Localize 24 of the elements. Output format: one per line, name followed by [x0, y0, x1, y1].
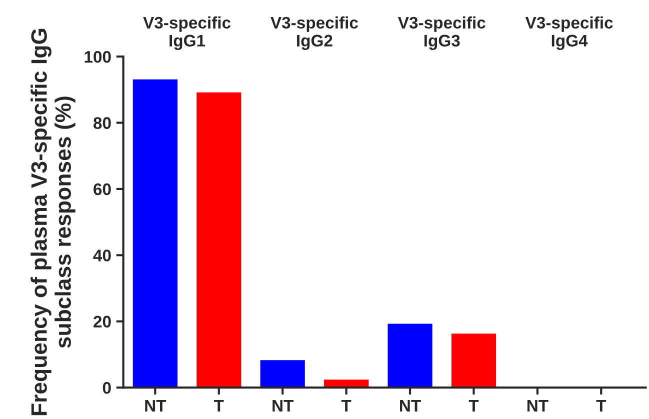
x-tick-label: NT [527, 400, 548, 412]
bar [260, 360, 305, 388]
y-tick-label: 80 [93, 117, 111, 129]
x-tick-label: T [596, 400, 606, 412]
text: V3-specific IgG3 [398, 16, 486, 50]
x-tick-label: T [341, 400, 352, 412]
bar [451, 334, 496, 388]
y-tick-label: 0 [102, 382, 111, 394]
text: V3-specific IgG1 [143, 16, 231, 50]
x-tick-label: T [214, 400, 224, 412]
y-tick-label: 60 [94, 183, 111, 196]
text: V3-specific IgG4 [525, 16, 613, 50]
bar [196, 92, 242, 388]
bar [388, 324, 432, 388]
y-axis-title: Frequency of plasma V3-specific IgG subclass responses (%) [30, 28, 76, 416]
x-tick-label: NT [272, 400, 294, 412]
x-tick-label: T [468, 400, 479, 412]
x-tick-label: NT [145, 400, 166, 412]
x-tick-label: NT [400, 400, 421, 412]
y-tick-label: 20 [94, 316, 111, 328]
bar [132, 79, 178, 388]
text: V3-specific IgG2 [270, 16, 358, 50]
y-tick-label: 100 [84, 50, 111, 63]
y-tick-label: 40 [93, 250, 111, 262]
